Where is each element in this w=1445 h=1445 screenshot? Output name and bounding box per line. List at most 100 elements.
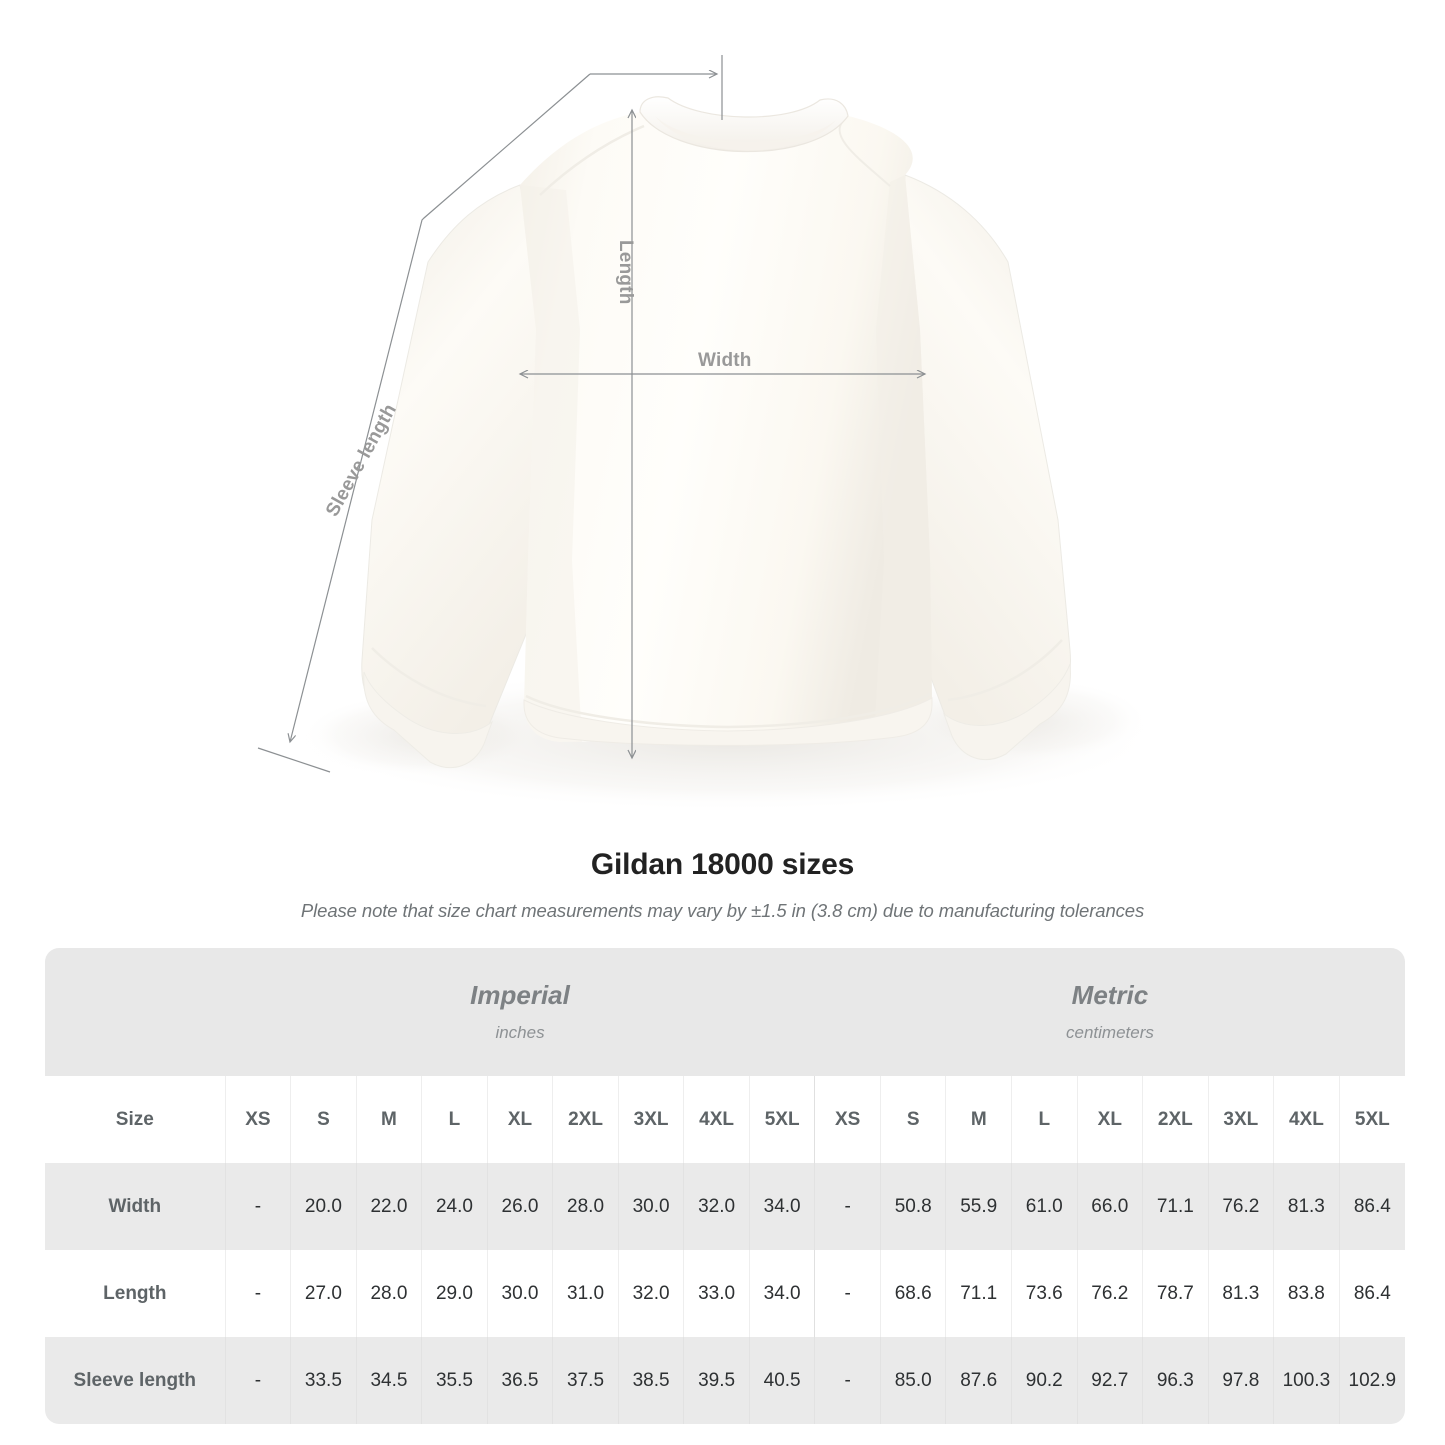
cell-width-metric-m: 55.9 [945,1163,1012,1250]
size-header-imperial-xl: XL [486,1076,553,1163]
cell-sleeve-metric-s: 85.0 [879,1337,946,1424]
size-header-metric-3xl: 3XL [1207,1076,1274,1163]
row-label-length: Length [45,1250,226,1337]
cell-sleeve-imperial-s: 33.5 [290,1337,357,1424]
cell-width-imperial-2xl: 28.0 [552,1163,619,1250]
size-header-metric-s: S [879,1076,946,1163]
sleeve-end-tick [257,747,331,773]
cell-sleeve-imperial-xl: 36.5 [486,1337,553,1424]
size-header-imperial-3xl: 3XL [617,1076,684,1163]
cell-length-imperial-5xl: 34.0 [748,1250,815,1337]
size-header-metric-xl: XL [1076,1076,1143,1163]
cell-width-imperial-4xl: 32.0 [683,1163,750,1250]
cell-width-metric-xs: - [814,1163,881,1250]
cell-length-imperial-xs: - [224,1250,291,1337]
cell-length-imperial-s: 27.0 [290,1250,357,1337]
cell-sleeve-metric-5xl: 102.9 [1338,1337,1405,1424]
cell-length-imperial-4xl: 33.0 [683,1250,750,1337]
unit-system-metric-unit: centimeters [1066,1022,1154,1042]
cell-length-metric-s: 68.6 [879,1250,946,1337]
cell-width-metric-s: 50.8 [879,1163,946,1250]
garment-diagram: Length Width Sleeve length [257,55,1160,812]
unit-system-metric: Metric centimeters [814,948,1405,1076]
table-row: Length - 27.0 28.0 29.0 30.0 31.0 32.0 3… [45,1250,1405,1337]
cell-length-metric-4xl: 83.8 [1273,1250,1340,1337]
size-chart-table-container: Imperial inches Metric centimeters Size … [45,948,1405,1424]
title-block: Gildan 18000 sizes Please note that size… [0,848,1445,922]
length-label: Length [615,240,636,305]
cell-sleeve-imperial-l: 35.5 [421,1337,488,1424]
cell-width-metric-l: 61.0 [1011,1163,1078,1250]
cell-length-metric-3xl: 81.3 [1207,1250,1274,1337]
size-header-label: Size [45,1076,226,1163]
size-header-imperial-2xl: 2XL [552,1076,619,1163]
page-title: Gildan 18000 sizes [590,848,855,881]
cell-width-imperial-5xl: 34.0 [748,1163,815,1250]
size-header-imperial-s: S [290,1076,357,1163]
size-chart-table: Imperial inches Metric centimeters Size … [45,948,1405,1424]
size-header-metric-4xl: 4XL [1273,1076,1340,1163]
size-header-imperial-m: M [355,1076,422,1163]
unit-system-imperial: Imperial inches [225,948,815,1076]
cell-sleeve-metric-xs: - [814,1337,881,1424]
cell-width-imperial-s: 20.0 [290,1163,357,1250]
cell-width-imperial-l: 24.0 [421,1163,488,1250]
cell-sleeve-imperial-xs: - [224,1337,291,1424]
size-header-row: Size XS S M L XL 2XL 3XL 4XL 5XL XS S M … [45,1076,1405,1163]
width-label: Width [698,350,752,371]
cell-length-imperial-l: 29.0 [421,1250,488,1337]
unit-system-header-row: Imperial inches Metric centimeters [45,948,1405,1076]
size-header-imperial-5xl: 5XL [748,1076,815,1163]
cell-width-imperial-m: 22.0 [355,1163,422,1250]
cell-sleeve-metric-m: 87.6 [945,1337,1012,1424]
row-label-sleeve-length: Sleeve length [45,1337,226,1424]
unit-system-metric-name: Metric [1071,980,1149,1011]
table-row: Width - 20.0 22.0 24.0 26.0 28.0 30.0 32… [45,1163,1405,1250]
cell-width-imperial-xs: - [224,1163,291,1250]
row-label-width: Width [45,1163,226,1250]
size-header-metric-m: M [945,1076,1012,1163]
unit-system-imperial-name: Imperial [470,980,570,1011]
cell-sleeve-imperial-4xl: 39.5 [683,1337,750,1424]
cell-length-imperial-m: 28.0 [355,1250,422,1337]
unit-system-imperial-unit: inches [495,1022,545,1042]
size-header-imperial-4xl: 4XL [683,1076,750,1163]
size-header-imperial-xs: XS [224,1076,291,1163]
unit-header-spacer [45,948,226,1076]
cell-length-imperial-2xl: 31.0 [552,1250,619,1337]
cell-sleeve-imperial-3xl: 38.5 [617,1337,684,1424]
cell-length-metric-xl: 76.2 [1076,1250,1143,1337]
cell-length-metric-l: 73.6 [1011,1250,1078,1337]
tolerance-note: Please note that size chart measurements… [300,900,1145,921]
cell-sleeve-metric-3xl: 97.8 [1207,1337,1274,1424]
cell-width-metric-5xl: 86.4 [1338,1163,1405,1250]
cell-sleeve-metric-4xl: 100.3 [1273,1337,1340,1424]
cell-length-metric-2xl: 78.7 [1142,1250,1209,1337]
cell-sleeve-imperial-5xl: 40.5 [748,1337,815,1424]
cell-sleeve-imperial-m: 34.5 [355,1337,422,1424]
sweatshirt-illustration [257,55,1160,812]
cell-sleeve-metric-xl: 92.7 [1076,1337,1143,1424]
sleeve-length-line [290,73,591,742]
measurement-lines [257,55,925,773]
table-row: Sleeve length - 33.5 34.5 35.5 36.5 37.5… [45,1337,1405,1424]
cell-length-imperial-xl: 30.0 [486,1250,553,1337]
size-header-metric-xs: XS [814,1076,881,1163]
cell-sleeve-imperial-2xl: 37.5 [552,1337,619,1424]
cell-width-metric-3xl: 76.2 [1207,1163,1274,1250]
size-header-imperial-l: L [421,1076,488,1163]
cell-length-imperial-3xl: 32.0 [617,1250,684,1337]
cell-width-metric-4xl: 81.3 [1273,1163,1340,1250]
cell-width-imperial-xl: 26.0 [486,1163,553,1250]
cell-length-metric-5xl: 86.4 [1338,1250,1405,1337]
cell-width-imperial-3xl: 30.0 [617,1163,684,1250]
cell-width-metric-2xl: 71.1 [1142,1163,1209,1250]
size-header-metric-2xl: 2XL [1142,1076,1209,1163]
cell-length-metric-xs: - [814,1250,881,1337]
cell-width-metric-xl: 66.0 [1076,1163,1143,1250]
cell-sleeve-metric-l: 90.2 [1011,1337,1078,1424]
size-header-metric-l: L [1011,1076,1078,1163]
cell-length-metric-m: 71.1 [945,1250,1012,1337]
size-header-metric-5xl: 5XL [1338,1076,1405,1163]
